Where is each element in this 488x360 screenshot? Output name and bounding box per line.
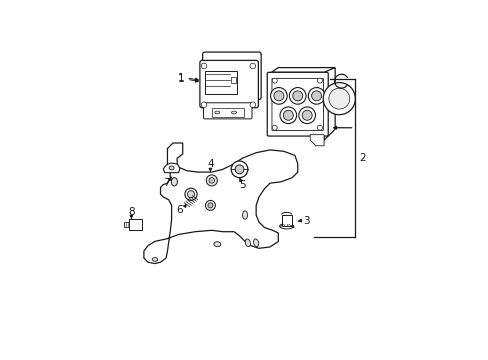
Circle shape: [249, 63, 255, 69]
Text: 2: 2: [359, 153, 366, 163]
Circle shape: [298, 107, 315, 123]
Circle shape: [328, 88, 349, 109]
Ellipse shape: [242, 211, 247, 219]
Ellipse shape: [279, 223, 293, 229]
Ellipse shape: [253, 239, 258, 247]
Circle shape: [302, 110, 311, 120]
Circle shape: [270, 87, 286, 104]
Ellipse shape: [231, 111, 236, 114]
Ellipse shape: [213, 242, 221, 247]
Circle shape: [207, 203, 212, 208]
Bar: [204, 71, 236, 94]
Bar: [128, 219, 142, 230]
Circle shape: [205, 201, 215, 210]
Circle shape: [323, 82, 355, 115]
Ellipse shape: [244, 239, 250, 247]
Text: 3: 3: [302, 216, 309, 226]
Circle shape: [231, 161, 247, 177]
Circle shape: [206, 175, 217, 186]
Circle shape: [249, 102, 255, 108]
Circle shape: [272, 78, 277, 83]
Circle shape: [289, 87, 305, 104]
Polygon shape: [309, 135, 324, 146]
Bar: [231, 77, 236, 84]
Text: 6: 6: [176, 204, 183, 215]
Text: 7: 7: [163, 177, 169, 188]
Text: 8: 8: [128, 207, 135, 217]
FancyBboxPatch shape: [203, 103, 251, 119]
Circle shape: [280, 107, 296, 123]
FancyBboxPatch shape: [267, 72, 327, 136]
Ellipse shape: [171, 177, 177, 186]
Circle shape: [187, 191, 194, 198]
Circle shape: [235, 165, 244, 174]
Bar: [281, 215, 291, 226]
Ellipse shape: [214, 111, 220, 114]
FancyBboxPatch shape: [202, 52, 261, 99]
Polygon shape: [271, 68, 334, 72]
Circle shape: [272, 125, 277, 130]
FancyBboxPatch shape: [271, 78, 323, 131]
Ellipse shape: [152, 258, 158, 261]
Circle shape: [273, 91, 284, 101]
Bar: [211, 108, 243, 117]
Circle shape: [201, 63, 206, 69]
Circle shape: [184, 188, 197, 201]
Bar: [123, 222, 129, 227]
Circle shape: [317, 125, 322, 130]
Polygon shape: [299, 68, 334, 140]
Text: 5: 5: [239, 180, 245, 190]
Circle shape: [208, 177, 214, 183]
Ellipse shape: [169, 166, 174, 170]
Circle shape: [311, 91, 321, 101]
Circle shape: [307, 87, 324, 104]
Text: 1: 1: [178, 74, 184, 84]
Circle shape: [292, 91, 302, 101]
Text: 4: 4: [207, 159, 213, 169]
Polygon shape: [163, 163, 180, 173]
Text: 1: 1: [178, 73, 184, 83]
FancyBboxPatch shape: [200, 60, 258, 108]
Polygon shape: [143, 143, 297, 264]
Circle shape: [283, 110, 293, 120]
Circle shape: [201, 102, 206, 108]
Circle shape: [317, 78, 322, 83]
